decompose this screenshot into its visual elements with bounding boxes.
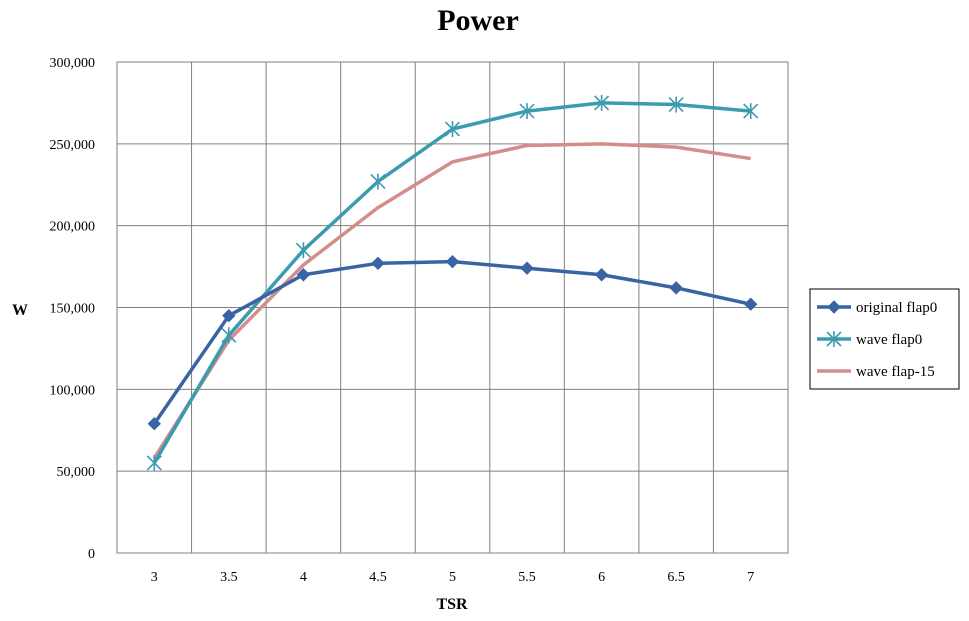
data-point	[445, 254, 460, 269]
data-point	[370, 173, 386, 190]
data-point	[669, 281, 683, 295]
data-point	[296, 268, 311, 282]
legend-marker	[827, 300, 841, 314]
x-tick-label: 4.5	[369, 570, 387, 585]
x-tick-label: 6	[598, 570, 605, 585]
legend-label: original flap0	[856, 300, 937, 316]
y-tick-label: 300,000	[50, 56, 96, 71]
x-tick-labels: 3 3.5 4 4.5 5 5.5 6 6.5 7	[151, 570, 754, 585]
x-tick-label: 6.5	[667, 570, 685, 585]
y-tick-label: 250,000	[50, 138, 96, 153]
data-point	[744, 297, 758, 311]
data-point	[668, 96, 684, 113]
y-tick-labels: 0 50,000 100,000 150,000 200,000 250,000 300,0…	[50, 56, 96, 562]
chart-title: Power	[437, 4, 519, 37]
y-tick-label: 0	[88, 547, 95, 562]
y-tick-label: 200,000	[50, 220, 96, 235]
legend-label: wave flap0	[856, 332, 922, 348]
series-line-2	[152, 142, 751, 460]
data-point	[519, 103, 535, 120]
data-point	[520, 261, 534, 275]
data-point	[146, 454, 162, 471]
x-tick-label: 5	[449, 570, 456, 585]
data-point	[444, 121, 461, 138]
x-axis-label: TSR	[436, 596, 468, 613]
data-point	[594, 94, 610, 111]
y-tick-label: 100,000	[50, 383, 96, 398]
data-point	[295, 242, 311, 259]
data-point	[594, 268, 609, 282]
y-tick-label: 150,000	[50, 302, 96, 317]
series-group	[146, 94, 759, 471]
data-point	[743, 103, 759, 120]
legend-label: wave flap-15	[856, 364, 935, 380]
legend: original flap0 wave flap0 wave flap-15	[817, 300, 937, 380]
x-tick-label: 4	[300, 570, 307, 585]
x-tick-label: 3	[151, 570, 158, 585]
data-point	[147, 416, 161, 431]
data-point	[221, 327, 237, 344]
legend-marker	[826, 331, 842, 347]
x-tick-label: 3.5	[220, 570, 238, 585]
data-point	[371, 256, 385, 271]
x-tick-label: 7	[747, 570, 754, 585]
y-axis-label: W	[12, 302, 28, 319]
x-tick-label: 5.5	[518, 570, 536, 585]
data-point	[222, 308, 236, 323]
y-tick-label: 50,000	[57, 465, 96, 480]
grid-lines	[117, 62, 788, 553]
